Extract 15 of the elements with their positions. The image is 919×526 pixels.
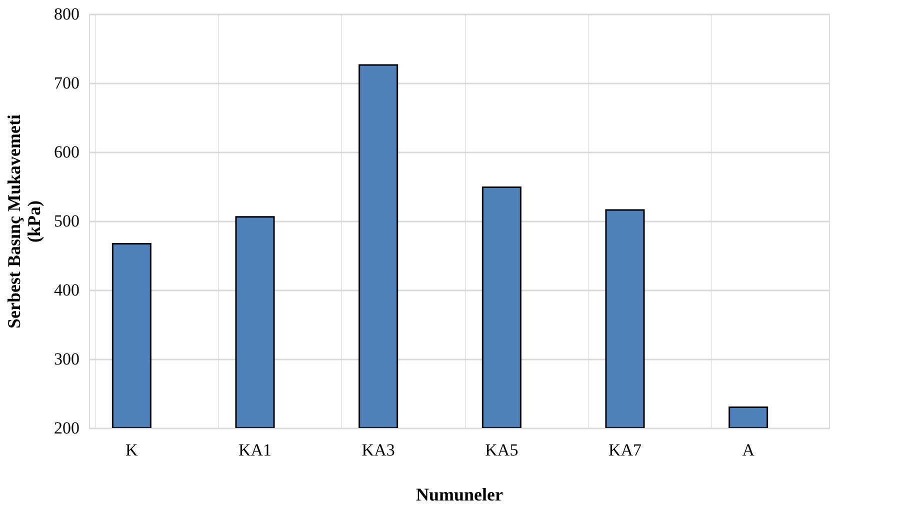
y-tick-label: 600 (54, 142, 80, 162)
y-axis-title: Serbest Basınç Mukavemeti (kPa) (4, 114, 44, 328)
x-tick-label: K (126, 440, 139, 460)
y-tick-label: 300 (54, 350, 80, 368)
y-tick-label: 800 (54, 4, 80, 24)
x-axis-title: Numuneler (416, 484, 504, 504)
x-tick-label: KA7 (608, 440, 642, 460)
y-tick-label: 200 (54, 418, 80, 438)
x-tick-label: A (742, 440, 756, 460)
y-tick-label: 700 (54, 74, 80, 92)
y-tick-label: 400 (54, 280, 80, 300)
x-tick-label: KA5 (485, 440, 518, 460)
x-tick-label: KA3 (362, 440, 395, 460)
y-tick-label: 500 (54, 212, 80, 230)
x-tick-label: KA1 (238, 440, 272, 460)
